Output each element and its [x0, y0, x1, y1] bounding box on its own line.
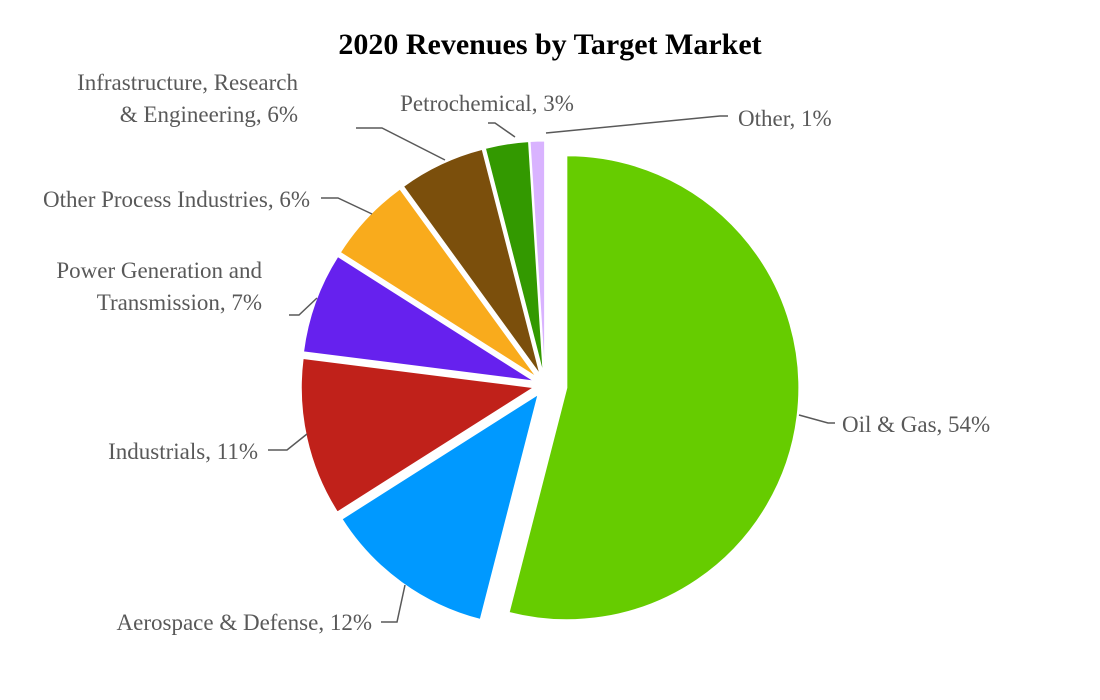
slice-label-oil-gas: Oil & Gas, 54% [842, 412, 990, 437]
slice-label-other-process-industries: Other Process Industries, 6% [43, 187, 310, 212]
pie-slice-power-generation-and-transmission [302, 255, 534, 382]
slice-label-industrials: Industrials, 11% [108, 439, 258, 464]
slice-label-line: Other Process Industries, 6% [43, 187, 310, 212]
pie-slice-infrastructure-research-engineering [402, 148, 541, 375]
slice-label-line: Power Generation and [56, 258, 262, 283]
leader-line-other [545, 115, 728, 134]
slice-label-line: Infrastructure, Research [77, 70, 298, 95]
slice-label-line: Petrochemical, 3% [400, 91, 574, 116]
leader-line-oil-gas [798, 414, 835, 424]
slice-label-line: Transmission, 7% [97, 290, 262, 315]
leader-line-power-generation-and-transmission [289, 297, 318, 316]
leader-line-aerospace-defense [381, 584, 406, 623]
pie-slice-other-process-industries [339, 188, 537, 378]
slice-labels: Oil & Gas, 54% Aerospace & Defense, 12% In… [43, 70, 990, 635]
slice-label-line: Other, 1% [738, 106, 832, 131]
leader-line-petrochemical [488, 122, 516, 138]
chart-title: 2020 Revenues by Target Market [338, 28, 761, 61]
pie-slice-petrochemical [484, 141, 544, 374]
slice-label-line: & Engineering, 6% [120, 102, 298, 127]
slice-label-aerospace-defense: Aerospace & Defense, 12% [117, 610, 372, 635]
slice-label-infrastructure-research-engineering: Infrastructure, Research & Engineering, 6… [77, 70, 298, 127]
slice-label-line: Aerospace & Defense, 12% [117, 610, 372, 635]
slice-label-petrochemical: Petrochemical, 3% [400, 91, 574, 116]
slice-label-line: Oil & Gas, 54% [842, 412, 990, 437]
pie-slices [300, 140, 800, 621]
leader-line-other-process-industries [321, 197, 373, 215]
leader-lines [268, 115, 835, 623]
leader-line-industrials [268, 433, 308, 451]
leader-line-infrastructure-research-engineering [356, 127, 446, 161]
slice-label-other: Other, 1% [738, 106, 832, 131]
slice-label-power-generation-and-transmission: Power Generation and Transmission, 7% [56, 258, 262, 315]
pie-slice-other [529, 140, 546, 374]
pie-slice-industrials [300, 357, 535, 513]
pie-slice-oil-gas [508, 155, 800, 621]
pie-slice-aerospace-defense [341, 393, 539, 621]
slice-label-line: Industrials, 11% [108, 439, 258, 464]
